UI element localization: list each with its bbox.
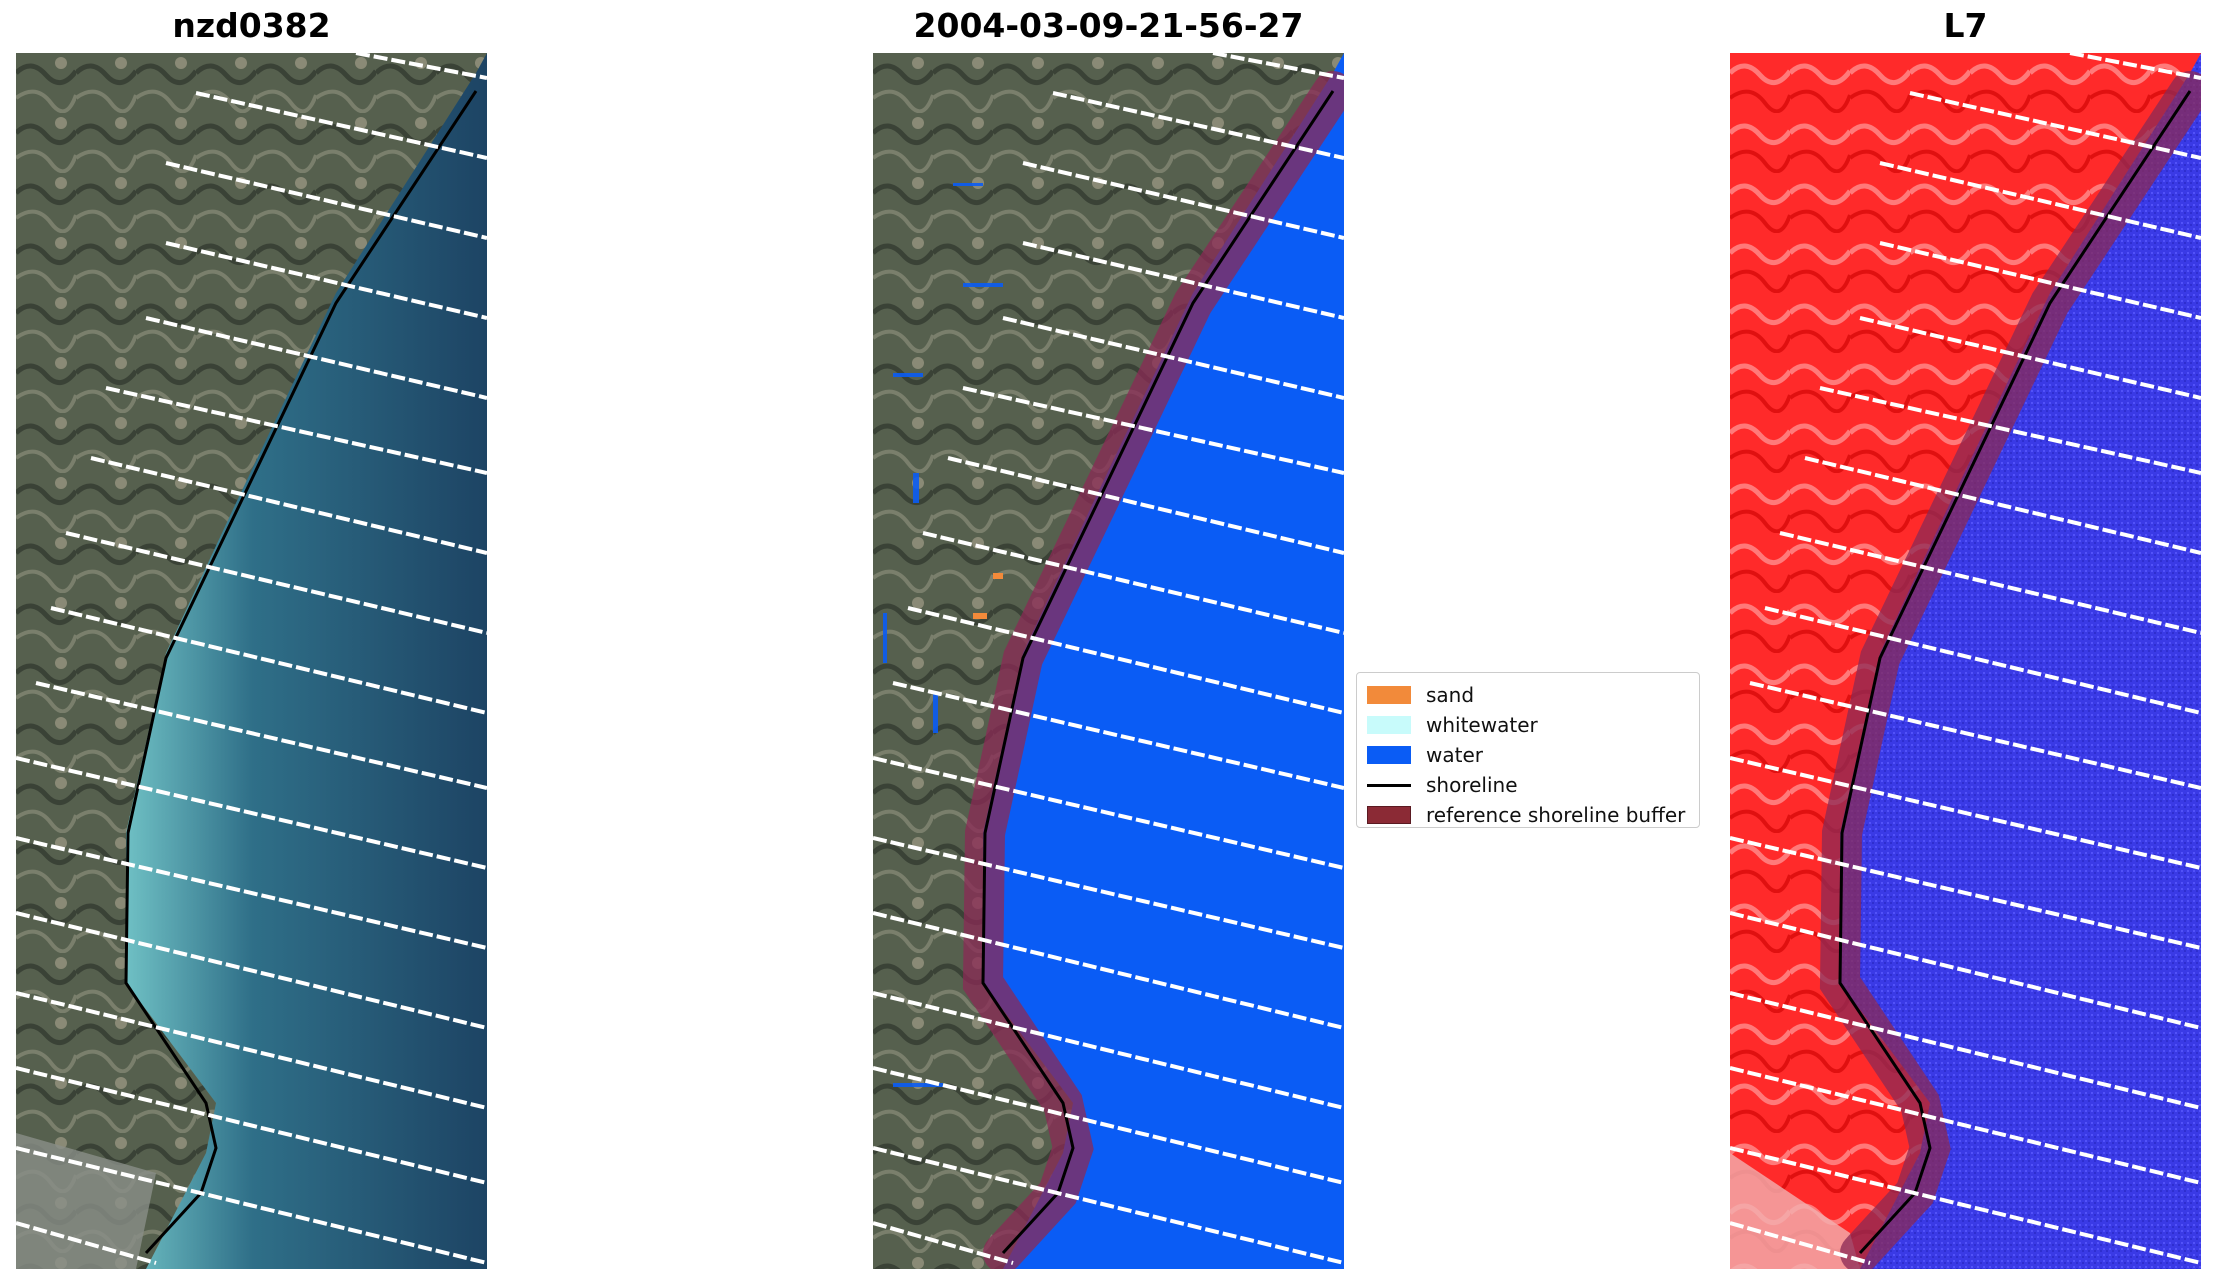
sand-swatch bbox=[1367, 686, 1411, 704]
legend-label: water bbox=[1426, 743, 1483, 767]
legend-item-whitewater: whitewater bbox=[1367, 710, 1689, 740]
legend-label: shoreline bbox=[1426, 773, 1518, 797]
legend-item-sand: sand bbox=[1367, 680, 1689, 710]
rgb-image-panel bbox=[16, 53, 487, 1269]
classified-image bbox=[873, 53, 1344, 1269]
shoreline-line bbox=[124, 90, 478, 1255]
falsecolor-image-panel bbox=[1730, 53, 2201, 1269]
buffer-swatch bbox=[1367, 806, 1411, 824]
panel-title-1: nzd0382 bbox=[172, 6, 331, 45]
water-swatch bbox=[1367, 746, 1411, 764]
panel-title-2: 2004-03-09-21-56-27 bbox=[913, 6, 1304, 45]
legend-item-buffer: reference shoreline buffer bbox=[1367, 800, 1689, 830]
shoreline-swatch bbox=[1367, 783, 1411, 787]
shoreline-line-2 bbox=[981, 90, 1335, 1255]
rgb-image bbox=[16, 53, 487, 1269]
legend-item-shoreline: shoreline bbox=[1367, 770, 1689, 800]
legend-label: whitewater bbox=[1426, 713, 1538, 737]
classified-image-panel bbox=[873, 53, 1344, 1269]
legend-item-water: water bbox=[1367, 740, 1689, 770]
legend-label: sand bbox=[1426, 683, 1475, 707]
legend: sand whitewater water shoreline referenc… bbox=[1356, 672, 1700, 828]
whitewater-swatch bbox=[1367, 716, 1411, 734]
shoreline-line-3 bbox=[1838, 90, 2192, 1255]
legend-label: reference shoreline buffer bbox=[1426, 803, 1686, 827]
falsecolor-image bbox=[1730, 53, 2201, 1269]
panel-title-3: L7 bbox=[1943, 6, 1988, 45]
